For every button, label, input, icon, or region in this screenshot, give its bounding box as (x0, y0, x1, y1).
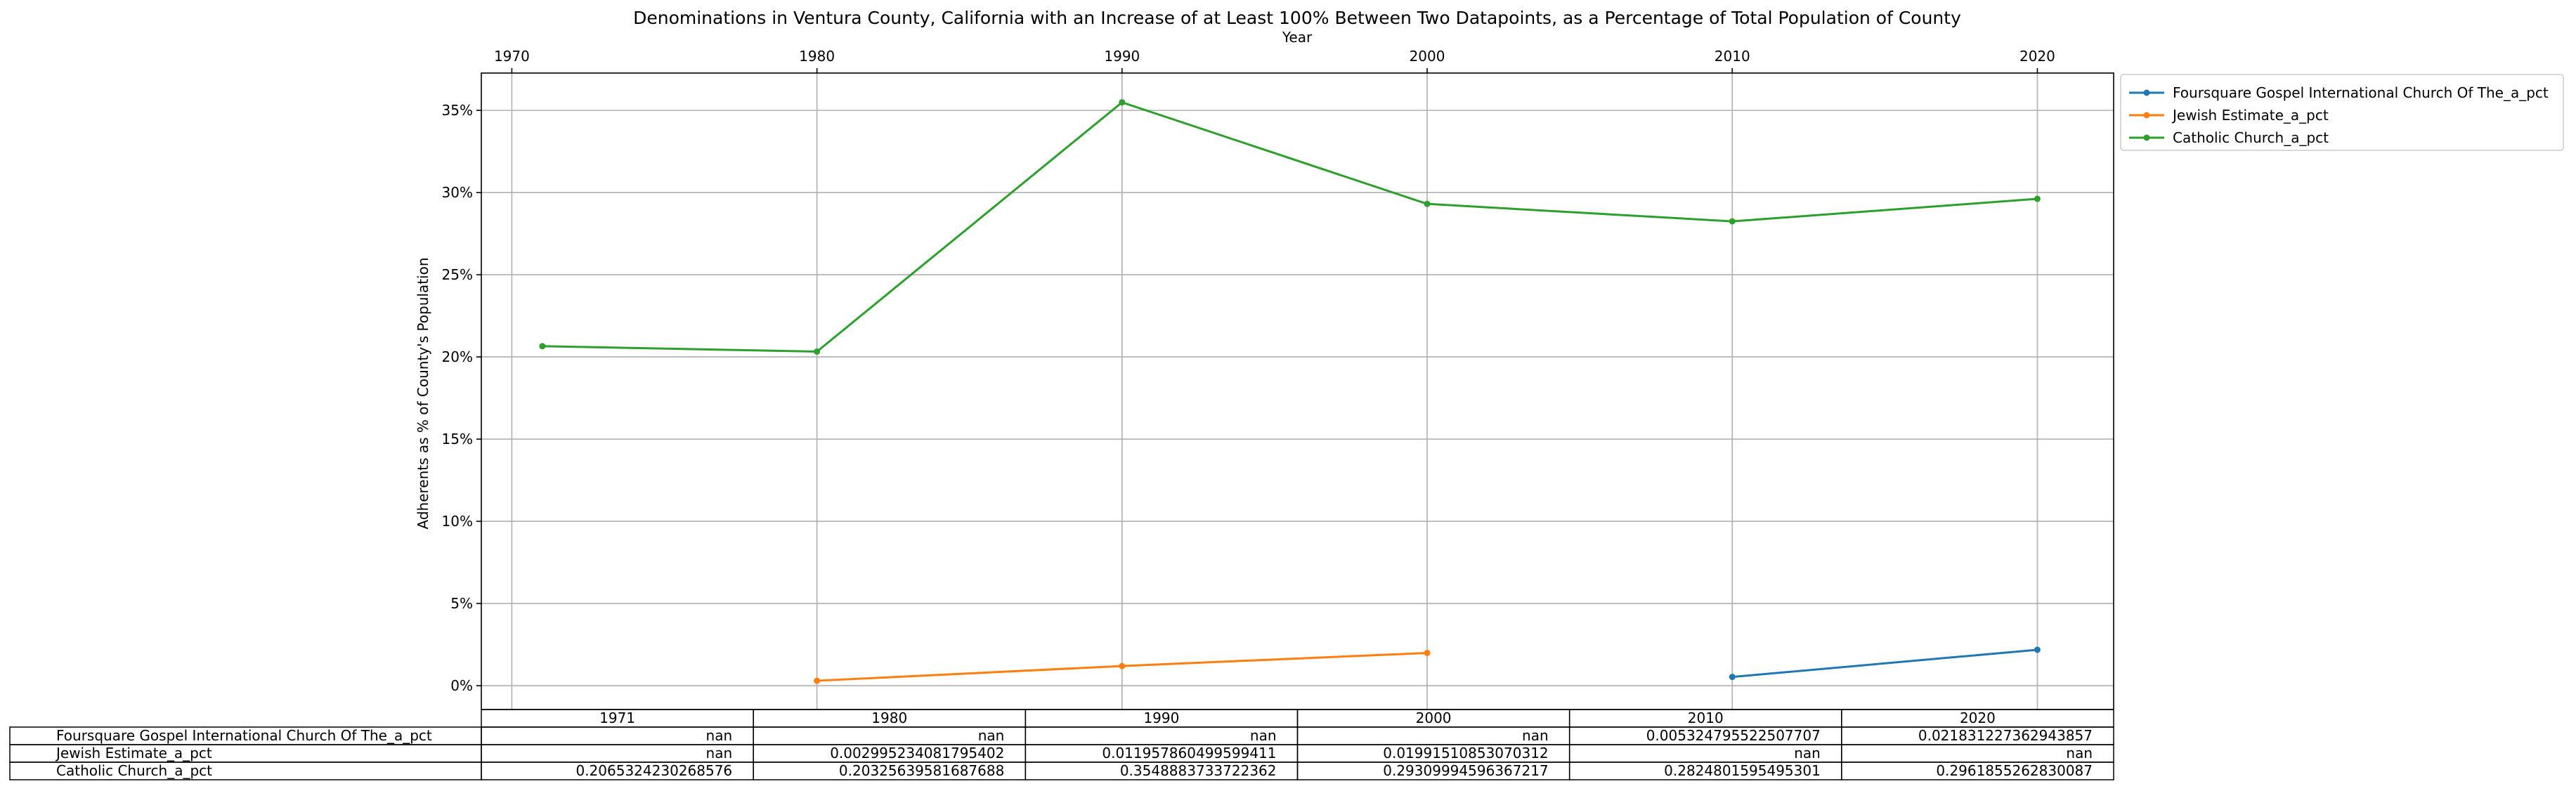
series-2 (539, 99, 2041, 355)
data-table: 1971 1980 1990 2000 2010 2020 Foursquare Gospe… (9, 709, 2114, 780)
table-column-header: 2020 (1960, 710, 1996, 726)
y-tick-label: 30% (442, 184, 473, 201)
data-point (1119, 99, 1126, 106)
plot-frame (481, 72, 2114, 710)
y-tick-label: 10% (442, 513, 473, 530)
data-point (1119, 662, 1126, 669)
y-tick-label: 0% (450, 677, 473, 694)
x-tick-label: 1990 (1104, 48, 1140, 65)
axis-ticks: 0% 5% 10% 15% 20% 25% 30% 35% 1970 1980 1990 2000 20… (442, 48, 2055, 694)
table-cell-value: nan (706, 745, 733, 761)
table-cell-value: 0.002995234081795402 (830, 745, 1004, 761)
table-cell-value: 0.2961855262830087 (1936, 762, 2093, 779)
legend-label: Jewish Estimate_a_pct (2171, 107, 2329, 124)
table-cell-value: nan (978, 727, 1005, 744)
series-line (542, 100, 2038, 353)
chart-title: Denominations in Ventura County, Califor… (633, 8, 1961, 28)
data-point (814, 348, 821, 355)
table-cell-value: 0.29309994596367217 (1383, 762, 1548, 779)
x-tick-label: 1970 (494, 48, 530, 65)
data-point (814, 677, 821, 684)
table-column-header: 1971 (599, 710, 635, 726)
table-row-label: Catholic Church_a_pct (56, 762, 212, 779)
table-column-header: 2000 (1416, 710, 1452, 726)
y-tick-label: 5% (450, 595, 473, 612)
x-tick-label: 2010 (1715, 48, 1750, 65)
table-cell-value: 0.011957860499599411 (1102, 745, 1276, 761)
table-cell-value: 0.3548883733722362 (1120, 762, 1277, 779)
series-line (1732, 648, 2038, 679)
table-cell-value: 0.20325639581687688 (839, 762, 1004, 779)
table-cell-value: nan (2066, 745, 2093, 761)
series-0 (1729, 646, 2041, 681)
y-tick-label: 15% (442, 431, 473, 447)
x-axis-label: Year (1282, 29, 1313, 46)
legend: Foursquare Gospel International Church O… (2120, 74, 2564, 151)
x-tick-label: 1980 (799, 48, 835, 65)
y-axis-label: Adherents as % of County's Population (415, 257, 431, 529)
x-tick-label: 2000 (1410, 48, 1445, 65)
grid-lines (481, 73, 2114, 710)
table-cell-value: 0.005324795522507707 (1646, 727, 1821, 744)
legend-label: Foursquare Gospel International Church O… (2173, 84, 2549, 101)
series-lines (539, 99, 2041, 684)
table-cell-value: nan (1522, 727, 1549, 744)
table-column-header: 1990 (1143, 710, 1179, 726)
table-cell (1841, 761, 2114, 780)
table-column-header: 1980 (871, 710, 907, 726)
data-point (2034, 646, 2041, 653)
legend-marker (2143, 112, 2150, 119)
y-tick-label: 25% (442, 266, 473, 283)
data-point (1424, 200, 1431, 207)
y-tick-label: 35% (442, 102, 473, 119)
data-point (2034, 195, 2041, 202)
legend-marker (2143, 89, 2150, 96)
table-column-header: 2010 (1688, 710, 1724, 726)
table-cell-value: 0.021831227362943857 (1918, 727, 2093, 744)
data-point (1424, 649, 1431, 656)
data-point (1729, 674, 1736, 681)
table-cell-value: 0.01991510853070312 (1383, 745, 1548, 761)
legend-label: Catholic Church_a_pct (2173, 129, 2329, 146)
data-point (539, 343, 546, 350)
table-cell-value: 0.2824801595495301 (1664, 762, 1821, 779)
table-cell-value: nan (1794, 745, 1821, 761)
data-point (1729, 218, 1736, 225)
table-row-label: Jewish Estimate_a_pct (55, 745, 212, 761)
table-cell-value: nan (706, 727, 733, 744)
legend-marker (2143, 134, 2150, 141)
legend-frame (2120, 74, 2564, 151)
series-1 (814, 649, 1431, 684)
x-tick-label: 2020 (2019, 48, 2055, 65)
y-tick-label: 20% (442, 348, 473, 365)
table-cell-value: 0.2065324230268576 (575, 762, 732, 779)
table-cell-value: nan (1250, 727, 1277, 744)
table-row-label: Foursquare Gospel International Church O… (56, 727, 432, 744)
